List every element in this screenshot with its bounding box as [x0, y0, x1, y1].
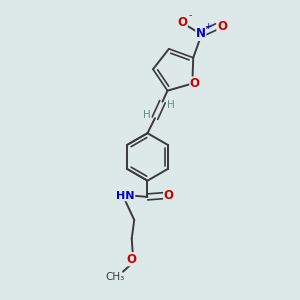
Text: N: N	[196, 27, 206, 40]
Text: O: O	[217, 20, 227, 33]
Text: O: O	[190, 77, 200, 90]
Text: HN: HN	[116, 191, 135, 201]
Text: H: H	[167, 100, 174, 110]
Text: O: O	[164, 189, 174, 202]
Text: +: +	[204, 22, 212, 32]
Text: O: O	[127, 253, 137, 266]
Text: -: -	[188, 10, 192, 20]
Text: H: H	[143, 110, 151, 120]
Text: CH₃: CH₃	[106, 272, 125, 282]
Text: O: O	[177, 16, 187, 29]
